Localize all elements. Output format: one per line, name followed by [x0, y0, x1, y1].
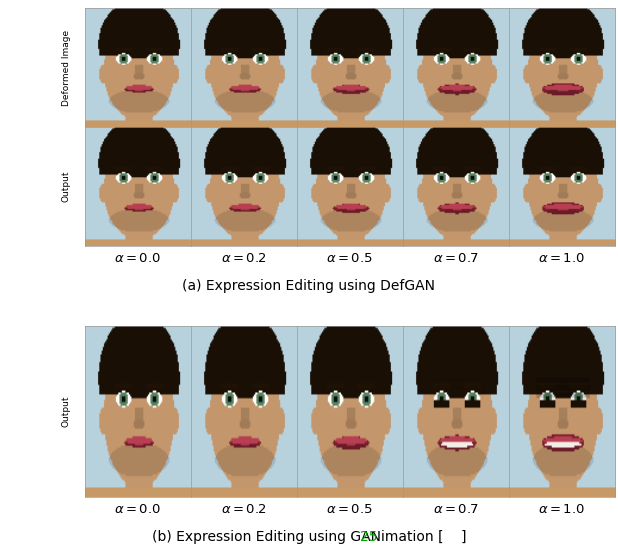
Text: $\alpha = 0.2$: $\alpha = 0.2$	[221, 252, 267, 265]
Text: Deformed Image: Deformed Image	[62, 29, 70, 106]
Text: $\alpha = 0.5$: $\alpha = 0.5$	[326, 503, 373, 517]
Text: $\alpha = 0.0$: $\alpha = 0.0$	[114, 252, 161, 265]
Text: Output: Output	[62, 171, 70, 202]
Text: $\alpha = 0.7$: $\alpha = 0.7$	[433, 503, 479, 517]
Text: $\alpha = 0.2$: $\alpha = 0.2$	[221, 503, 267, 517]
Text: $\alpha = 1.0$: $\alpha = 1.0$	[538, 252, 585, 265]
Text: Output: Output	[62, 396, 70, 428]
Text: (b) Expression Editing using GANimation [    ]: (b) Expression Editing using GANimation …	[152, 529, 466, 544]
Text: 25: 25	[360, 529, 378, 544]
Text: $\alpha = 0.5$: $\alpha = 0.5$	[326, 252, 373, 265]
Text: $\alpha = 0.7$: $\alpha = 0.7$	[433, 252, 479, 265]
Text: (a) Expression Editing using DefGAN: (a) Expression Editing using DefGAN	[182, 279, 436, 292]
Text: $\alpha = 0.0$: $\alpha = 0.0$	[114, 503, 161, 517]
Text: $\alpha = 1.0$: $\alpha = 1.0$	[538, 503, 585, 517]
